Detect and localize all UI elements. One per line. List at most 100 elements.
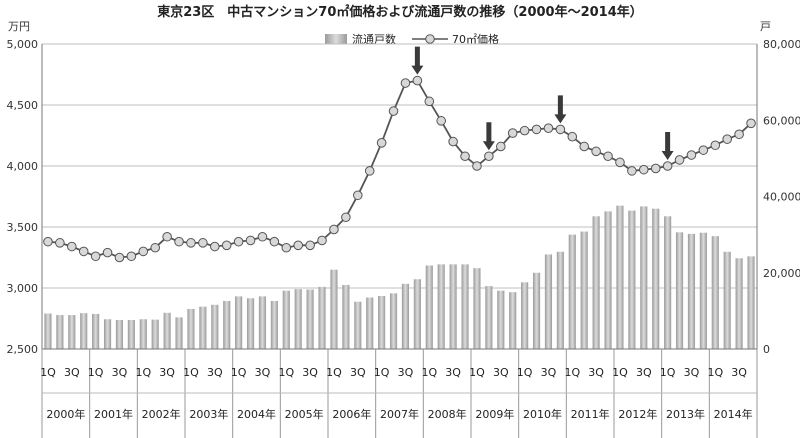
listings-bar [497, 290, 505, 349]
price-marker [269, 236, 280, 247]
year-label: 2010年 [523, 407, 562, 421]
quarter-label: 1Q [183, 366, 199, 379]
quarter-label: 3Q [350, 366, 366, 379]
price-marker [734, 129, 744, 140]
price-marker [424, 96, 435, 107]
price-marker [317, 235, 327, 246]
quarter-label: 3Q [207, 366, 223, 379]
legend-line-label: 70㎡価格 [452, 32, 499, 46]
listings-bar [342, 284, 350, 349]
listings-bar [711, 236, 719, 349]
listings-bar [354, 301, 362, 349]
price-marker [138, 246, 149, 257]
listings-bar [556, 251, 564, 349]
listings-bar [187, 308, 195, 349]
listings-bar [664, 216, 672, 349]
price-marker [293, 240, 304, 251]
down-arrow-icon [482, 122, 495, 151]
year-label: 2006年 [332, 407, 371, 421]
right-axis-unit: 戸 [760, 20, 771, 33]
listings-bar [80, 313, 88, 349]
year-label: 2008年 [428, 407, 467, 421]
quarter-label: 1Q [374, 366, 390, 379]
gridlines [41, 43, 758, 350]
arrows [411, 46, 674, 160]
listings-bar [544, 254, 553, 349]
quarter-label: 3Q [541, 366, 557, 379]
quarter-label: 1Q [660, 366, 676, 379]
quarter-label: 3Q [684, 366, 700, 379]
price-marker [615, 157, 625, 168]
listings-bar [401, 283, 410, 349]
listings-bar [568, 234, 576, 349]
listings-bar [473, 268, 481, 349]
price-marker [281, 242, 292, 253]
quarter-label: 3Q [255, 366, 271, 379]
quarter-label: 3Q [636, 366, 652, 379]
quarter-label: 3Q [588, 366, 604, 379]
listings-bar [628, 210, 636, 349]
down-arrow-icon [411, 46, 424, 75]
listings-bar [378, 296, 386, 349]
down-arrow-icon [661, 132, 674, 160]
listings-bar [449, 264, 457, 349]
quarter-label: 1Q [517, 366, 533, 379]
listings-bars [44, 205, 755, 349]
quarter-label: 1Q [231, 366, 247, 379]
left-tick-label: 4,500 [7, 99, 39, 112]
price-marker [90, 251, 101, 262]
listings-bar [675, 232, 684, 349]
listings-bar [127, 320, 135, 349]
year-label: 2013年 [666, 407, 705, 421]
listings-bar [366, 297, 374, 349]
year-label: 2003年 [189, 407, 228, 421]
price-marker [221, 240, 232, 251]
listings-bar [92, 313, 100, 349]
price-marker [55, 238, 65, 248]
listings-bar [413, 279, 421, 349]
right-tick-label: 60,000 [763, 114, 800, 127]
price-marker [364, 166, 375, 176]
price-marker [531, 124, 542, 135]
listings-bar [687, 233, 696, 349]
price-marker [603, 151, 613, 162]
quarter-label: 3Q [302, 366, 318, 379]
listings-bar [604, 211, 612, 349]
listings-bar [437, 264, 445, 349]
listings-bar [521, 282, 529, 349]
listings-bar [318, 286, 326, 349]
listings-bar [223, 300, 231, 349]
price-marker [174, 236, 184, 247]
price-marker [388, 106, 399, 116]
listings-bar [723, 251, 731, 349]
quarter-label: 1Q [421, 366, 437, 379]
price-marker [686, 150, 697, 160]
listings-bar [652, 208, 660, 349]
year-label: 2012年 [618, 407, 657, 421]
year-label: 2005年 [285, 407, 324, 421]
price-marker [484, 151, 494, 162]
quarter-label: 1Q [707, 366, 723, 379]
legend: 流通戸数 70㎡価格 [325, 32, 499, 46]
price-marker [495, 141, 506, 152]
year-label: 2007年 [380, 407, 419, 421]
price-marker [126, 251, 137, 262]
price-marker [472, 161, 482, 171]
price-marker [329, 224, 339, 235]
listings-bar [115, 320, 124, 349]
listings-bar [616, 205, 624, 349]
listings-bar [330, 269, 338, 349]
price-marker [650, 163, 661, 174]
quarter-label: 1Q [612, 366, 628, 379]
listings-bar [103, 319, 112, 349]
left-tick-label: 2,500 [7, 343, 39, 356]
listings-bar [139, 319, 147, 349]
price-marker [376, 138, 387, 148]
left-tick-label: 3,500 [7, 221, 39, 234]
listings-bar [235, 296, 243, 349]
price-marker [710, 140, 721, 151]
down-arrow-icon [554, 95, 567, 124]
price-marker [698, 145, 709, 155]
left-axis-unit: 万円 [8, 20, 30, 33]
